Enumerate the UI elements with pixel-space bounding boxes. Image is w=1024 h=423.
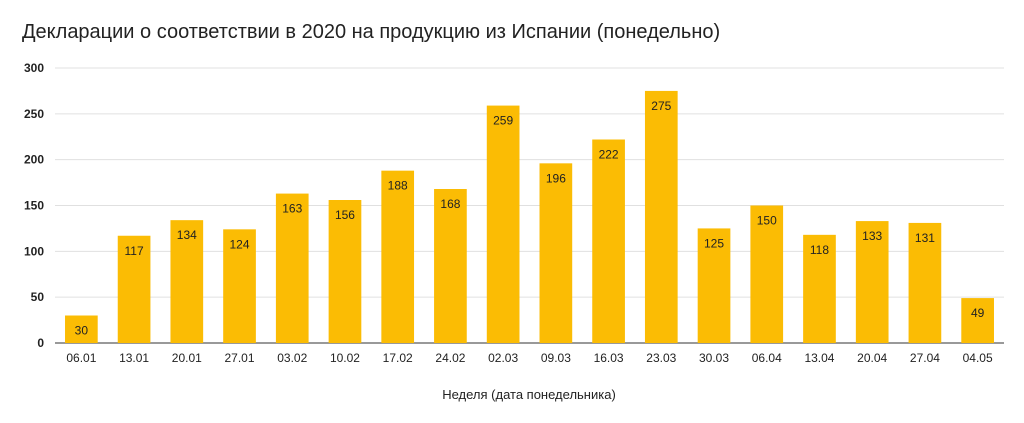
gridlines xyxy=(55,67,1004,344)
x-tick-label: 02.03 xyxy=(488,351,518,365)
bar xyxy=(644,90,678,344)
y-tick-label: 100 xyxy=(24,244,44,258)
bar xyxy=(855,221,889,343)
x-tick-label: 20.01 xyxy=(172,351,202,365)
x-tick-label: 20.04 xyxy=(857,351,887,365)
chart-title: Декларации о соответствии в 2020 на прод… xyxy=(22,21,721,43)
data-label: 168 xyxy=(440,197,460,211)
bar xyxy=(328,200,362,343)
y-tick-label: 0 xyxy=(37,336,44,350)
data-label: 124 xyxy=(230,237,250,251)
data-label: 188 xyxy=(388,179,408,193)
x-axis-ticks: 06.01 13.01 20.01 27.01 03.02 10.02 17.02 24.02… xyxy=(66,351,993,365)
x-tick-label: 04.05 xyxy=(963,351,993,365)
x-tick-label: 03.02 xyxy=(277,351,307,365)
y-tick-label: 250 xyxy=(24,107,44,121)
bar xyxy=(275,193,309,343)
bar xyxy=(592,139,625,343)
bars xyxy=(65,90,994,344)
data-label: 133 xyxy=(862,229,882,243)
x-tick-label: 27.04 xyxy=(910,351,940,365)
y-tick-label: 150 xyxy=(24,199,44,213)
data-label: 259 xyxy=(493,114,513,128)
bar xyxy=(486,105,520,343)
x-tick-label: 13.04 xyxy=(804,351,834,365)
bar xyxy=(697,228,731,343)
bar xyxy=(539,163,573,343)
data-label: 134 xyxy=(177,228,197,242)
data-label: 131 xyxy=(915,231,935,245)
data-label: 150 xyxy=(757,214,777,228)
bar xyxy=(223,229,256,343)
x-tick-label: 09.03 xyxy=(541,351,571,365)
data-label: 275 xyxy=(651,99,671,113)
data-label: 125 xyxy=(704,236,724,250)
x-tick-label: 16.03 xyxy=(594,351,624,365)
bar xyxy=(803,234,836,343)
data-labels: 30 117 134 124 163 156 188 168 259 196 222 275 125 15… xyxy=(75,99,985,338)
bar xyxy=(381,170,415,343)
data-label: 118 xyxy=(810,243,829,257)
x-tick-label: 23.03 xyxy=(646,351,676,365)
x-tick-label: 24.02 xyxy=(435,351,465,365)
data-label: 30 xyxy=(75,324,89,338)
y-tick-label: 300 xyxy=(24,61,44,75)
data-label: 196 xyxy=(546,171,566,185)
x-axis-title: Неделя (дата понедельника) xyxy=(442,387,616,402)
x-tick-label: 17.02 xyxy=(383,351,413,365)
bar xyxy=(117,235,151,343)
bar xyxy=(170,220,204,343)
bar xyxy=(65,315,98,343)
data-label: 163 xyxy=(282,202,302,216)
y-axis-ticks: 0 50 100 150 200 250 300 xyxy=(24,61,44,350)
bar xyxy=(908,222,942,343)
data-label: 117 xyxy=(125,244,144,258)
x-tick-label: 06.01 xyxy=(66,351,96,365)
data-label: 222 xyxy=(599,148,619,162)
bar xyxy=(961,298,994,343)
x-tick-label: 27.01 xyxy=(225,351,255,365)
y-tick-label: 50 xyxy=(31,290,45,304)
data-label: 156 xyxy=(335,208,355,222)
x-tick-label: 10.02 xyxy=(330,351,360,365)
x-tick-label: 30.03 xyxy=(699,351,729,365)
bar xyxy=(750,205,784,343)
y-tick-label: 200 xyxy=(24,153,44,167)
data-label: 49 xyxy=(971,306,985,320)
bar xyxy=(434,189,467,343)
x-tick-label: 13.01 xyxy=(119,351,149,365)
x-tick-label: 06.04 xyxy=(752,351,782,365)
